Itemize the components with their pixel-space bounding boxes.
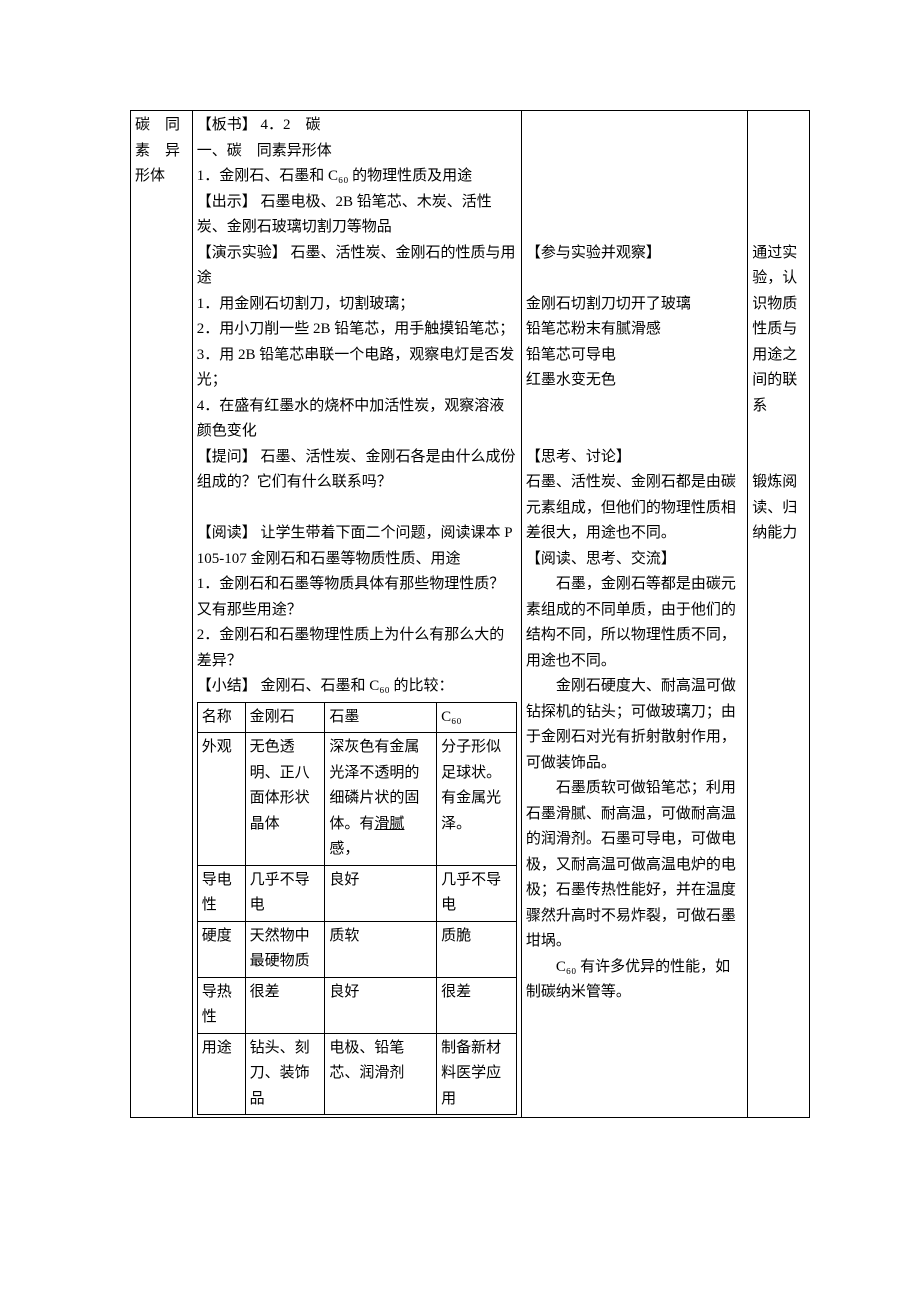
show-label: 【出示】 (197, 194, 257, 210)
cell-diamond: 金刚石 (245, 702, 325, 733)
think-text: 石墨、活性炭、金刚石都是由碳元素组成，但他们的物理性质相差很大，用途也不同。 (526, 470, 743, 547)
graphite-b: 感， (329, 841, 359, 857)
observe-label: 【参与实验并观察】 (526, 241, 743, 267)
obs-4: 红墨水变无色 (526, 368, 743, 394)
obs-1: 金刚石切割刀切开了玻璃 (526, 292, 743, 318)
read-line: 【阅读】 让学生带着下面二个问题，阅读课本 P105-107 金刚石和石墨等物质… (197, 521, 517, 572)
table-row: 名称 金刚石 石墨 C₆₀ (197, 702, 516, 733)
demo-label: 【演示实验】 (197, 245, 287, 261)
cell-c60: 分子形似足球状。有金属光泽。 (437, 733, 517, 866)
cell-name: 导电性 (197, 865, 245, 921)
cell-c60: 很差 (437, 977, 517, 1033)
board-title: 4．2 碳 (260, 117, 320, 133)
note-1: 通过实验，认识物质性质与用途之间的联系 (752, 241, 805, 420)
board-label: 【板书】 (197, 117, 257, 133)
graphite-underline: 滑腻 (374, 816, 404, 832)
summary-label: 【小结】 (197, 678, 257, 694)
cell-diamond: 几乎不导电 (245, 865, 325, 921)
read2-label: 【阅读、思考、交流】 (526, 547, 743, 573)
table-row: 导电性 几乎不导电 良好 几乎不导电 (197, 865, 516, 921)
question-1: 1．金刚石和石墨等物质具体有那些物理性质？又有那些用途？ (197, 572, 517, 623)
para-1: 石墨，金刚石等都是由碳元素组成的不同单质，由于他们的结构不同，所以物理性质不同，… (526, 572, 743, 674)
cell-graphite: 质软 (325, 921, 437, 977)
board-line: 【板书】 4．2 碳 (197, 113, 517, 139)
cell-name: 硬度 (197, 921, 245, 977)
show-line: 【出示】 石墨电极、2B 铅笔芯、木炭、活性炭、金刚石玻璃切割刀等物品 (197, 190, 517, 241)
demo-item-4: 4．在盛有红墨水的烧杯中加活性炭，观察溶液颜色变化 (197, 394, 517, 445)
cell-graphite: 深灰色有金属光泽不透明的细磷片状的固体。有滑腻感， (325, 733, 437, 866)
cell-name: 用途 (197, 1033, 245, 1115)
cell-graphite: 石墨 (325, 702, 437, 733)
para-4: C₆₀ 有许多优异的性能，如制碳纳米管等。 (526, 955, 743, 1006)
para-2: 金刚石硬度大、耐高温可做钻探机的钻头；可做玻璃刀；由于金刚石对光有折射散射作用，… (526, 674, 743, 776)
obs-2: 铅笔芯粉末有腻滑感 (526, 317, 743, 343)
think-label: 【思考、讨论】 (526, 445, 743, 471)
ask-label: 【提问】 (197, 449, 257, 465)
table-row: 硬度 天然物中最硬物质 质软 质脆 (197, 921, 516, 977)
demo-line: 【演示实验】 石墨、活性炭、金刚石的性质与用途 (197, 241, 517, 292)
cell-c60: 质脆 (437, 921, 517, 977)
topic-cell: 碳 同素 异形体 (131, 111, 193, 1118)
read-label: 【阅读】 (197, 525, 257, 541)
cell-name: 导热性 (197, 977, 245, 1033)
demo-item-1: 1．用金刚石切割刀，切割玻璃； (197, 292, 517, 318)
table-row: 用途 钻头、刻刀、装饰品 电极、铅笔芯、润滑剂 制备新材料医学应用 (197, 1033, 516, 1115)
cell-graphite: 电极、铅笔芯、润滑剂 (325, 1033, 437, 1115)
cell-name: 名称 (197, 702, 245, 733)
summary-line: 【小结】 金刚石、石墨和 C₆₀ 的比较： (197, 674, 517, 700)
teacher-cell: 【板书】 4．2 碳 一、碳 同素异形体 1．金刚石、石墨和 C₆₀ 的物理性质… (192, 111, 521, 1118)
lesson-table: 碳 同素 异形体 【板书】 4．2 碳 一、碳 同素异形体 1．金刚石、石墨和 … (130, 110, 810, 1118)
cell-name: 外观 (197, 733, 245, 866)
note-2: 锻炼阅读、归纳能力 (752, 470, 805, 547)
cell-c60: 制备新材料医学应用 (437, 1033, 517, 1115)
summary-text: 金刚石、石墨和 C₆₀ 的比较： (260, 678, 453, 694)
cell-diamond: 钻头、刻刀、装饰品 (245, 1033, 325, 1115)
ask-line: 【提问】 石墨、活性炭、金刚石各是由什么成份组成的？它们有什么联系吗？ (197, 445, 517, 496)
line-1: 1．金刚石、石墨和 C₆₀ 的物理性质及用途 (197, 164, 517, 190)
table-row: 外观 无色透明、正八面体形状晶体 深灰色有金属光泽不透明的细磷片状的固体。有滑腻… (197, 733, 516, 866)
cell-graphite: 良好 (325, 977, 437, 1033)
question-2: 2．金刚石和石墨物理性质上为什么有那么大的差异？ (197, 623, 517, 674)
student-cell: 【参与实验并观察】 金刚石切割刀切开了玻璃 铅笔芯粉末有腻滑感 铅笔芯可导电 红… (521, 111, 747, 1118)
heading-1: 一、碳 同素异形体 (197, 139, 517, 165)
cell-c60: 几乎不导电 (437, 865, 517, 921)
topic-text: 碳 同素 异形体 (135, 117, 180, 184)
para-3: 石墨质软可做铅笔芯；利用石墨滑腻、耐高温，可做耐高温的润滑剂。石墨可导电，可做电… (526, 776, 743, 955)
cell-diamond: 天然物中最硬物质 (245, 921, 325, 977)
cell-diamond: 无色透明、正八面体形状晶体 (245, 733, 325, 866)
comparison-table: 名称 金刚石 石墨 C₆₀ 外观 无色透明、正八面体形状晶体 深灰色有金属光泽不… (197, 702, 517, 1116)
cell-c60: C₆₀ (437, 702, 517, 733)
demo-item-2: 2．用小刀削一些 2B 铅笔芯，用手触摸铅笔芯； (197, 317, 517, 343)
cell-graphite: 良好 (325, 865, 437, 921)
demo-item-3: 3．用 2B 铅笔芯串联一个电路，观察电灯是否发光； (197, 343, 517, 394)
cell-diamond: 很差 (245, 977, 325, 1033)
table-row: 导热性 很差 良好 很差 (197, 977, 516, 1033)
purpose-cell: 通过实验，认识物质性质与用途之间的联系 锻炼阅读、归纳能力 (748, 111, 810, 1118)
obs-3: 铅笔芯可导电 (526, 343, 743, 369)
